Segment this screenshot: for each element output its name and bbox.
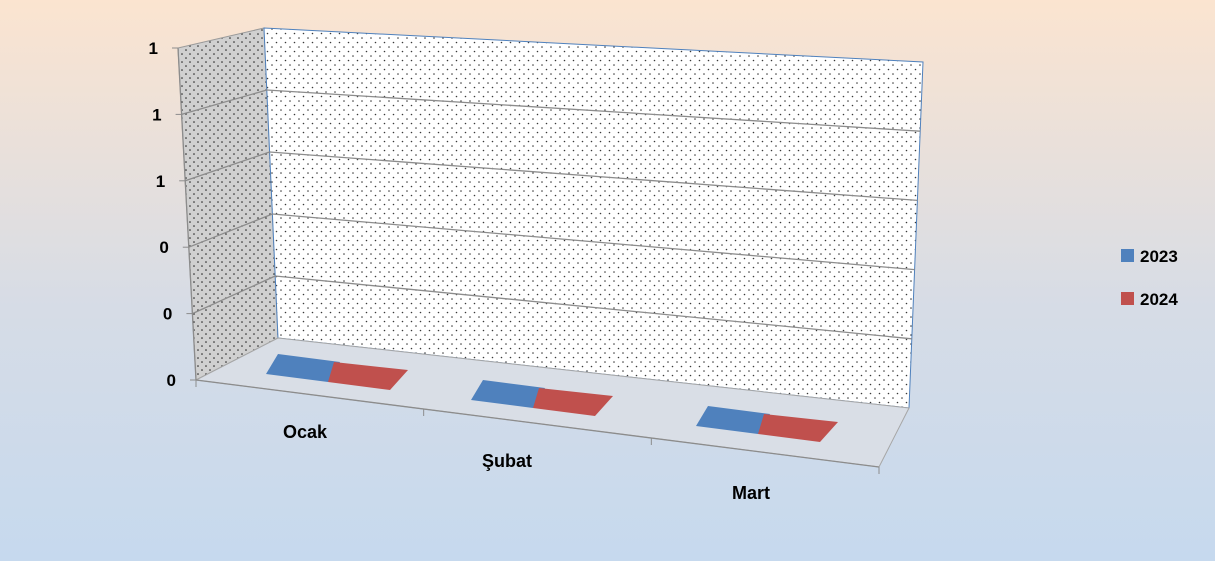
- bar-2024-Şubat: [533, 388, 613, 416]
- gridlines: [181, 89, 921, 340]
- y-tick-label: 1: [149, 39, 158, 58]
- x-tick-label: Ocak: [283, 422, 328, 442]
- y-tick-labels: 0 0 0 1 1 1: [149, 39, 176, 390]
- x-axis-line: [195, 379, 880, 468]
- gridline-side: [192, 275, 276, 315]
- bar-2024-Mart: [758, 414, 838, 442]
- bar-2024-Ocak: [328, 362, 408, 390]
- gridline: [275, 275, 912, 340]
- y-tick-label: 1: [156, 172, 165, 191]
- bar-2023-Şubat: [471, 380, 545, 408]
- bars: [266, 354, 838, 442]
- legend-label: 2023: [1140, 247, 1178, 266]
- gridline: [272, 213, 915, 271]
- x-tick-label: Mart: [732, 483, 770, 503]
- legend-swatch-2024: [1121, 292, 1134, 305]
- y-tick-label: 1: [152, 105, 161, 124]
- x-tick-label: Şubat: [482, 451, 532, 471]
- gridline: [266, 89, 921, 132]
- legend-swatch-2023: [1121, 249, 1134, 262]
- gridline-side: [188, 213, 273, 248]
- bar-2023-Ocak: [266, 354, 340, 382]
- y-tick-label: 0: [163, 305, 172, 324]
- x-tick-labels: Ocak Şubat Mart: [283, 422, 770, 503]
- gridline-side: [184, 151, 270, 182]
- y-tick-label: 0: [167, 371, 176, 390]
- axes: [172, 47, 880, 474]
- bar-2023-Mart: [696, 406, 770, 434]
- y-tick-label: 0: [159, 238, 168, 257]
- y-axis-line: [177, 47, 197, 381]
- gridline-side: [181, 89, 267, 116]
- gridline: [269, 151, 918, 202]
- legend-label: 2024: [1140, 290, 1178, 309]
- legend: 2023 2024: [1121, 247, 1178, 309]
